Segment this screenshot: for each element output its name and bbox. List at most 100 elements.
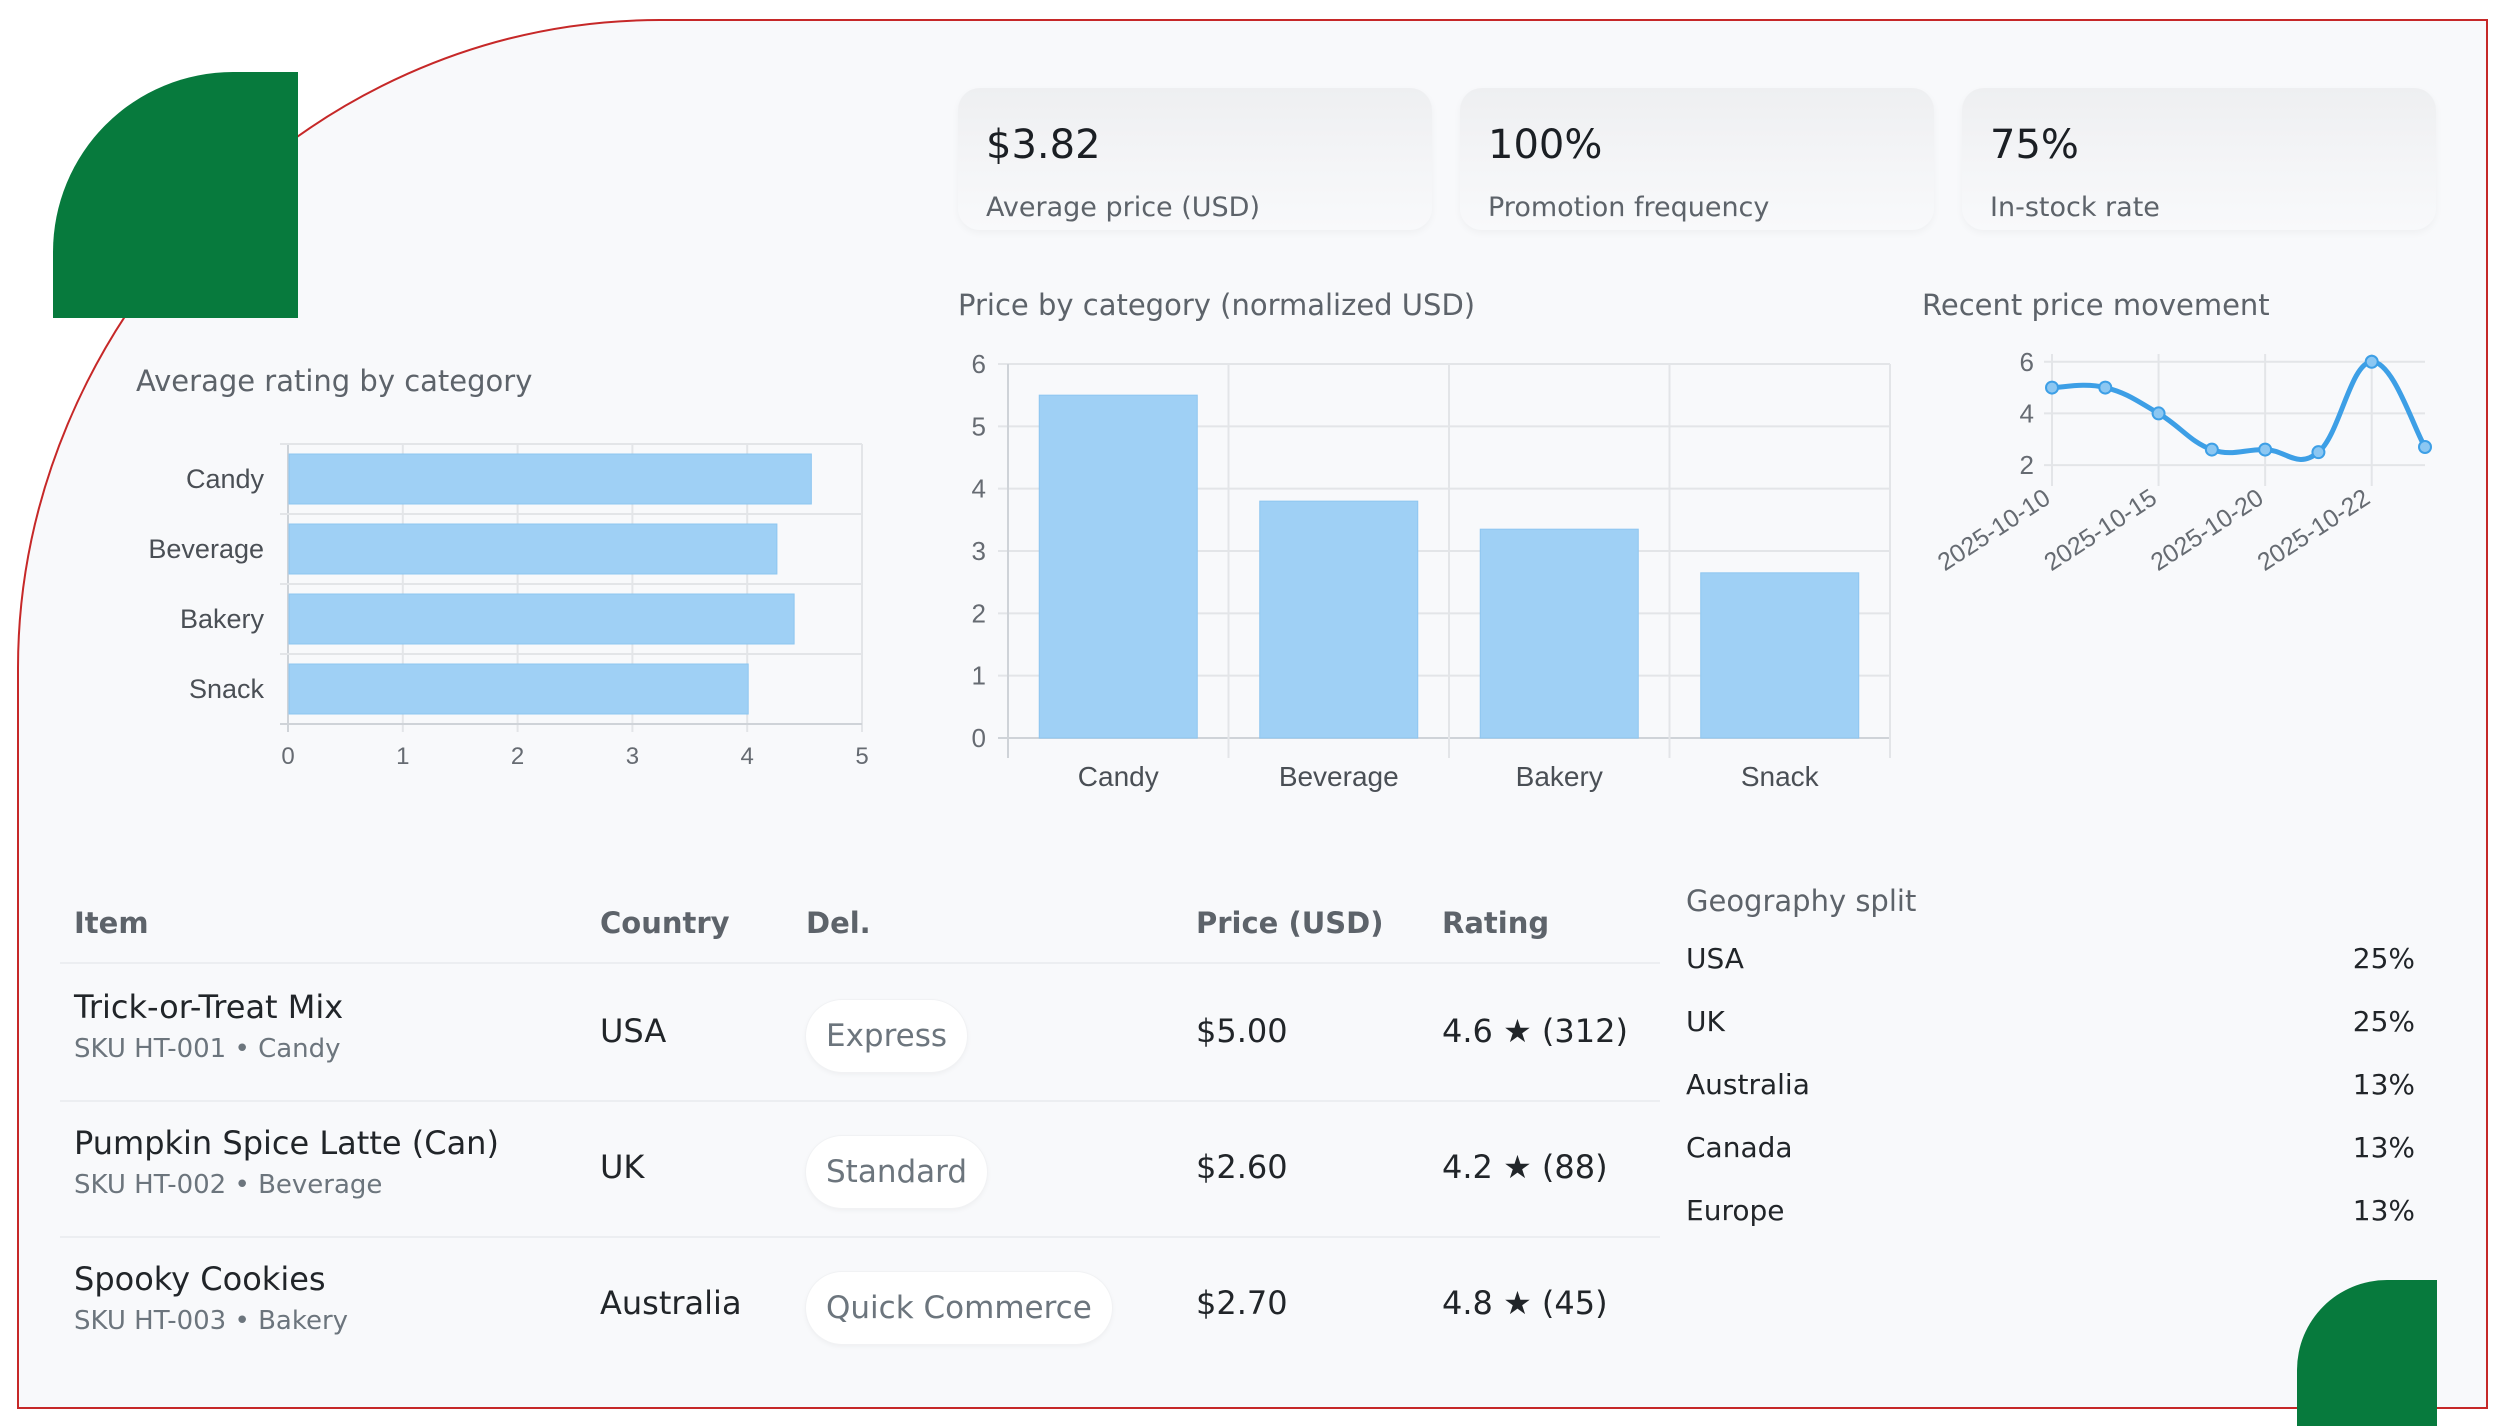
bar xyxy=(1479,528,1639,739)
rating-chart-title: Average rating by category xyxy=(136,364,533,398)
geo-percent: 13% xyxy=(2352,1194,2415,1227)
item-price: $2.70 xyxy=(1196,1284,1288,1322)
data-point xyxy=(2258,442,2273,457)
bar xyxy=(288,593,795,645)
item-country: USA xyxy=(600,1012,667,1050)
column-header-rating: Rating xyxy=(1442,906,1550,940)
item-rating: 4.2 ★ (88) xyxy=(1442,1148,1608,1186)
movement-chart-title: Recent price movement xyxy=(1922,288,2270,322)
x-tick-label: 4 xyxy=(741,743,754,770)
data-point xyxy=(2204,442,2219,457)
item-rating: 4.8 ★ (45) xyxy=(1442,1284,1608,1322)
item-name: Pumpkin Spice Latte (Can) xyxy=(74,1124,499,1162)
item-sku: SKU HT-001 • Candy xyxy=(74,1034,341,1064)
column-header-country: Country xyxy=(600,906,730,940)
x-tick-label: 2025-10-10 xyxy=(1933,484,2056,577)
price-by-category-chart: 0 1 2 3 4 5 6 Candy Beverage Bakery Snack xyxy=(972,349,1891,792)
kpi-card-average-price: $3.82 Average price (USD) xyxy=(958,88,1432,230)
column-header-delivery: Del. xyxy=(806,906,871,940)
geo-percent: 13% xyxy=(2352,1131,2415,1164)
kpi-card-promotion-frequency: 100% Promotion frequency xyxy=(1460,88,1934,230)
y-tick-label: 4 xyxy=(972,474,986,504)
geo-name: USA xyxy=(1686,942,1744,975)
x-tick-label: 5 xyxy=(855,743,868,770)
table-row[interactable]: Pumpkin Spice Latte (Can) SKU HT-002 • B… xyxy=(60,1100,1660,1236)
kpi-label: Average price (USD) xyxy=(986,192,1260,223)
x-tick-label: 0 xyxy=(281,743,294,770)
bar xyxy=(288,523,778,575)
category-label: Beverage xyxy=(148,534,264,564)
category-label: Candy xyxy=(186,464,265,494)
item-price: $5.00 xyxy=(1196,1012,1288,1050)
y-tick-label: 3 xyxy=(972,536,986,566)
x-tick-label: 3 xyxy=(626,743,639,770)
geo-name: Australia xyxy=(1686,1068,1810,1101)
bar xyxy=(288,663,749,715)
item-country: Australia xyxy=(600,1284,742,1322)
category-label: Snack xyxy=(189,674,265,704)
y-tick-label: 2 xyxy=(2020,450,2034,480)
bar xyxy=(1700,572,1860,739)
delivery-badge: Standard xyxy=(806,1136,988,1208)
geography-title: Geography split xyxy=(1686,884,1917,918)
geo-percent: 25% xyxy=(2352,942,2415,975)
x-tick-label: 1 xyxy=(396,743,409,770)
data-point xyxy=(2418,440,2432,454)
data-point xyxy=(2098,380,2113,395)
item-country: UK xyxy=(600,1148,645,1186)
kpi-card-in-stock-rate: 75% In-stock rate xyxy=(1962,88,2436,230)
kpi-label: In-stock rate xyxy=(1990,192,2160,223)
x-tick-label: Candy xyxy=(1078,761,1159,792)
x-tick-label: 2025-10-15 xyxy=(2039,484,2162,577)
y-tick-label: 5 xyxy=(972,411,986,441)
kpi-value: $3.82 xyxy=(986,122,1101,168)
item-name: Trick-or-Treat Mix xyxy=(74,988,344,1026)
price-chart-title: Price by category (normalized USD) xyxy=(958,288,1476,322)
series-line xyxy=(2049,359,2428,462)
item-rating: 4.6 ★ (312) xyxy=(1442,1012,1628,1050)
kpi-value: 75% xyxy=(1990,122,2079,168)
kpi-value: 100% xyxy=(1488,122,1603,168)
column-header-item: Item xyxy=(74,906,149,940)
x-tick-label: 2025-10-22 xyxy=(2252,484,2375,577)
price-movement-chart: 2 4 6 2025-10-102025-10-152025-10-202025-10… xyxy=(1933,347,2432,577)
delivery-badge: Express xyxy=(806,1000,968,1072)
item-price: $2.60 xyxy=(1196,1148,1288,1186)
table-row[interactable]: Spooky Cookies SKU HT-003 • Bakery Austr… xyxy=(60,1236,1660,1372)
x-tick-label: 2025-10-20 xyxy=(2146,484,2269,577)
x-tick-label: Bakery xyxy=(1516,761,1603,792)
data-point xyxy=(2045,380,2059,395)
kpi-label: Promotion frequency xyxy=(1488,192,1770,223)
y-tick-label: 4 xyxy=(2020,398,2034,428)
row-divider xyxy=(60,1100,1660,1102)
geo-name: Canada xyxy=(1686,1131,1793,1164)
row-divider xyxy=(60,1236,1660,1238)
rating-by-category-chart: 0 1 2 3 4 5 Candy Beverage Bakery Snack xyxy=(148,443,869,770)
data-point xyxy=(2364,354,2379,369)
y-tick-label: 6 xyxy=(972,349,986,379)
bar xyxy=(288,453,812,505)
x-tick-label: Snack xyxy=(1741,761,1820,792)
category-label: Bakery xyxy=(180,604,265,634)
bar xyxy=(1259,500,1419,739)
y-tick-label: 1 xyxy=(972,661,986,691)
bar xyxy=(1038,394,1198,739)
delivery-badge: Quick Commerce xyxy=(806,1272,1112,1344)
geo-name: Europe xyxy=(1686,1194,1785,1227)
header-divider xyxy=(60,962,1660,964)
x-tick-label: Beverage xyxy=(1279,761,1399,792)
y-tick-label: 6 xyxy=(2020,347,2034,377)
table-row[interactable]: Trick-or-Treat Mix SKU HT-001 • Candy US… xyxy=(60,964,1660,1100)
y-tick-label: 0 xyxy=(972,723,986,753)
item-sku: SKU HT-002 • Beverage xyxy=(74,1170,383,1200)
data-point xyxy=(2151,406,2166,421)
x-tick-label: 2 xyxy=(511,743,524,770)
geo-name: UK xyxy=(1686,1005,1725,1038)
item-name: Spooky Cookies xyxy=(74,1260,326,1298)
geo-percent: 25% xyxy=(2352,1005,2415,1038)
geo-percent: 13% xyxy=(2352,1068,2415,1101)
item-sku: SKU HT-003 • Bakery xyxy=(74,1306,349,1336)
y-tick-label: 2 xyxy=(972,598,986,628)
data-point xyxy=(2311,445,2326,460)
column-header-price: Price (USD) xyxy=(1196,906,1384,940)
